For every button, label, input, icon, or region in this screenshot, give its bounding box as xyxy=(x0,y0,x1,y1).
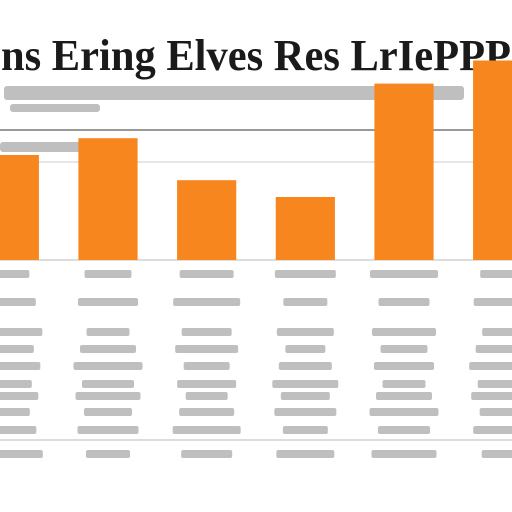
illegible-text xyxy=(479,408,512,416)
illegible-text xyxy=(84,270,132,278)
illegible-text xyxy=(179,270,234,278)
illegible-text xyxy=(477,380,512,388)
bar xyxy=(473,60,512,260)
illegible-text xyxy=(378,426,430,434)
illegible-text xyxy=(86,328,130,336)
illegible-text xyxy=(177,380,237,388)
illegible-text xyxy=(175,345,239,353)
illegible-text xyxy=(82,380,134,388)
illegible-text xyxy=(283,298,328,306)
bar xyxy=(275,197,335,260)
illegible-text xyxy=(172,426,241,434)
illegible-text xyxy=(0,426,37,434)
illegible-text xyxy=(181,328,232,336)
illegible-labels xyxy=(0,270,512,458)
illegible-text xyxy=(0,450,43,458)
illegible-text xyxy=(280,392,330,400)
illegible-text xyxy=(77,426,139,434)
illegible-text xyxy=(378,298,430,306)
chart-title: ns Ering Elves Res LrIePPP xyxy=(1,31,511,80)
illegible-text xyxy=(0,270,30,278)
illegible-text xyxy=(274,408,337,416)
illegible-text xyxy=(185,392,228,400)
bar xyxy=(374,83,434,260)
illegible-text xyxy=(374,362,434,370)
illegible-text xyxy=(376,392,432,400)
illegible-text xyxy=(276,328,334,336)
illegible-text xyxy=(371,450,437,458)
illegible-text xyxy=(75,392,141,400)
illegible-text xyxy=(179,408,235,416)
illegible-text xyxy=(382,380,426,388)
illegible-text xyxy=(0,362,41,370)
illegible-text xyxy=(183,362,230,370)
illegible-text xyxy=(276,450,335,458)
illegible-text xyxy=(80,345,136,353)
illegible-text xyxy=(369,408,439,416)
illegible-text xyxy=(482,328,512,336)
illegible-text xyxy=(370,270,438,278)
illegible-text xyxy=(473,298,512,306)
bar xyxy=(177,180,237,260)
illegible-text xyxy=(274,270,336,278)
illegible-text xyxy=(0,328,43,336)
illegible-text xyxy=(471,392,512,400)
illegible-text xyxy=(481,450,512,458)
illegible-text xyxy=(73,362,143,370)
illegible-text xyxy=(181,450,233,458)
illegible-text xyxy=(272,380,339,388)
illegible-text xyxy=(285,345,326,353)
illegible-text xyxy=(0,392,39,400)
illegible-text xyxy=(480,270,512,278)
illegible-text xyxy=(372,328,436,336)
illegible-text xyxy=(278,362,332,370)
illegible-text xyxy=(469,362,512,370)
illegible-text xyxy=(0,380,32,388)
illegible-text xyxy=(0,408,30,416)
illegible-text xyxy=(0,345,34,353)
illegible-subtitle xyxy=(0,86,464,152)
illegible-text xyxy=(473,426,512,434)
illegible-text xyxy=(282,426,328,434)
illegible-text xyxy=(380,345,428,353)
illegible-text xyxy=(84,408,132,416)
illegible-text xyxy=(78,298,138,306)
illegible-text xyxy=(86,450,130,458)
illegible-text xyxy=(173,298,241,306)
bar xyxy=(78,138,138,260)
bar xyxy=(0,155,39,260)
illegible-text xyxy=(0,298,36,306)
illegible-text xyxy=(475,345,512,353)
